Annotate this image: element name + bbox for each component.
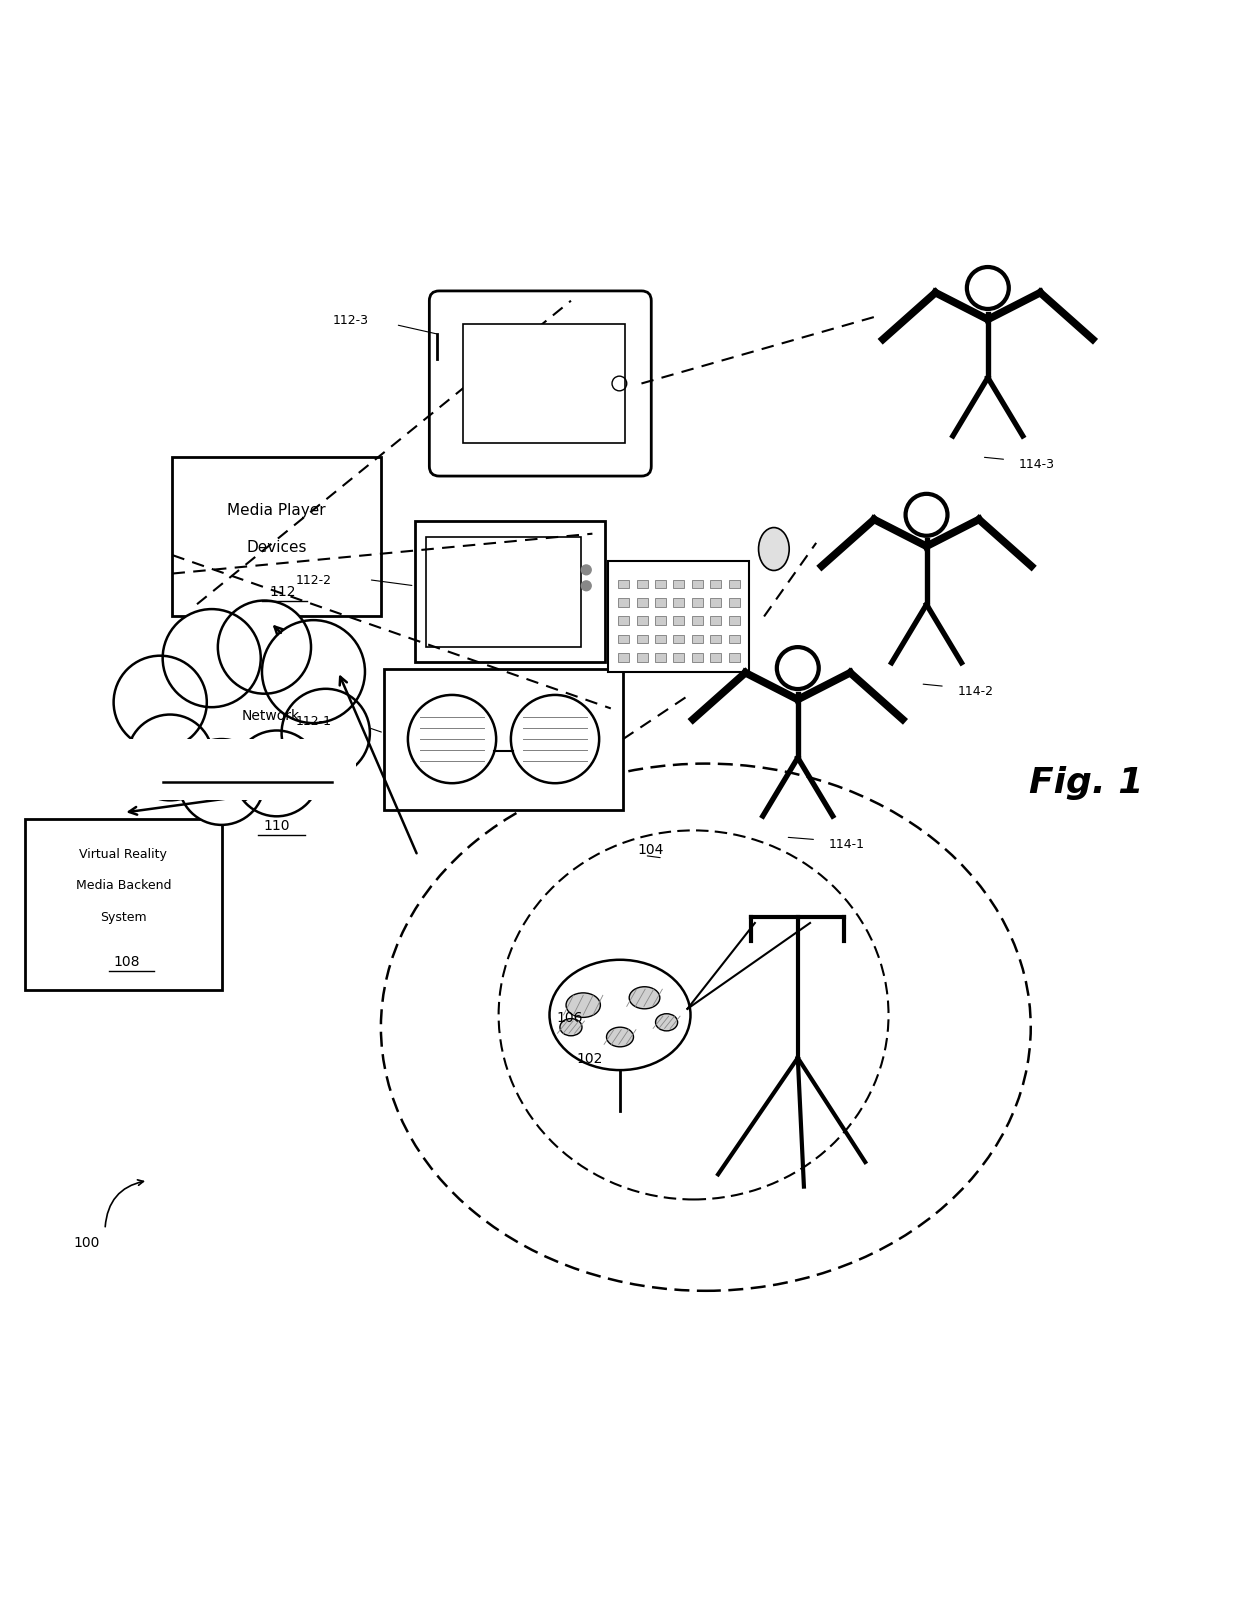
- Text: 114-1: 114-1: [828, 838, 864, 851]
- Bar: [619, 654, 629, 662]
- Bar: [609, 562, 749, 671]
- Text: 114-3: 114-3: [1019, 457, 1055, 470]
- Bar: [636, 636, 647, 644]
- Bar: [619, 599, 629, 607]
- Bar: [414, 521, 605, 663]
- Bar: [673, 654, 684, 662]
- Text: 112: 112: [269, 584, 296, 599]
- Bar: [711, 636, 722, 644]
- Ellipse shape: [759, 528, 789, 571]
- Ellipse shape: [606, 1028, 634, 1047]
- Text: 102: 102: [577, 1051, 603, 1065]
- Bar: [636, 617, 647, 626]
- Bar: [729, 581, 739, 589]
- Circle shape: [262, 621, 365, 723]
- Text: Media Backend: Media Backend: [76, 880, 171, 893]
- Text: Media Player: Media Player: [227, 504, 326, 518]
- Bar: [729, 599, 739, 607]
- Circle shape: [582, 565, 591, 576]
- Bar: [711, 654, 722, 662]
- Circle shape: [234, 731, 320, 817]
- Bar: [673, 581, 684, 589]
- Bar: [711, 617, 722, 626]
- Bar: [692, 599, 703, 607]
- Bar: [655, 636, 666, 644]
- Bar: [692, 654, 703, 662]
- Circle shape: [128, 715, 213, 801]
- Circle shape: [281, 689, 370, 778]
- Text: System: System: [100, 910, 146, 923]
- Text: 114-2: 114-2: [957, 684, 993, 697]
- Bar: [619, 581, 629, 589]
- Bar: [729, 636, 739, 644]
- Bar: [673, 599, 684, 607]
- Bar: [655, 654, 666, 662]
- Ellipse shape: [656, 1014, 677, 1031]
- Bar: [655, 581, 666, 589]
- Text: 112-2: 112-2: [295, 575, 331, 587]
- Bar: [655, 599, 666, 607]
- Circle shape: [114, 657, 207, 749]
- Bar: [655, 617, 666, 626]
- Text: Devices: Devices: [247, 539, 308, 555]
- Ellipse shape: [560, 1018, 582, 1036]
- Text: 106: 106: [557, 1010, 583, 1025]
- Bar: [384, 670, 622, 810]
- Text: 112-3: 112-3: [332, 315, 368, 328]
- Ellipse shape: [565, 993, 600, 1018]
- Bar: [636, 654, 647, 662]
- Bar: [463, 324, 625, 444]
- Circle shape: [162, 610, 260, 709]
- Circle shape: [582, 581, 591, 591]
- Text: 100: 100: [73, 1235, 100, 1249]
- Bar: [729, 617, 739, 626]
- Circle shape: [179, 739, 264, 825]
- Bar: [692, 636, 703, 644]
- Bar: [692, 581, 703, 589]
- Bar: [729, 654, 739, 662]
- Bar: [711, 599, 722, 607]
- Ellipse shape: [629, 988, 660, 1009]
- Bar: [711, 581, 722, 589]
- Bar: [619, 617, 629, 626]
- Circle shape: [218, 600, 311, 694]
- Text: Fig. 1: Fig. 1: [1029, 765, 1143, 799]
- Bar: [673, 636, 684, 644]
- Bar: [425, 537, 582, 647]
- Bar: [692, 617, 703, 626]
- Text: Virtual Reality: Virtual Reality: [79, 847, 167, 860]
- FancyBboxPatch shape: [429, 292, 651, 476]
- Ellipse shape: [549, 960, 691, 1070]
- Bar: [112, 739, 356, 801]
- Text: Network: Network: [242, 709, 300, 721]
- Bar: [636, 581, 647, 589]
- Bar: [673, 617, 684, 626]
- Text: 104: 104: [637, 843, 663, 857]
- Text: 112-1: 112-1: [295, 715, 331, 728]
- Bar: [636, 599, 647, 607]
- Text: 110: 110: [263, 818, 290, 833]
- Bar: [172, 458, 381, 617]
- Bar: [619, 636, 629, 644]
- Bar: [25, 820, 222, 991]
- Text: 108: 108: [114, 954, 140, 968]
